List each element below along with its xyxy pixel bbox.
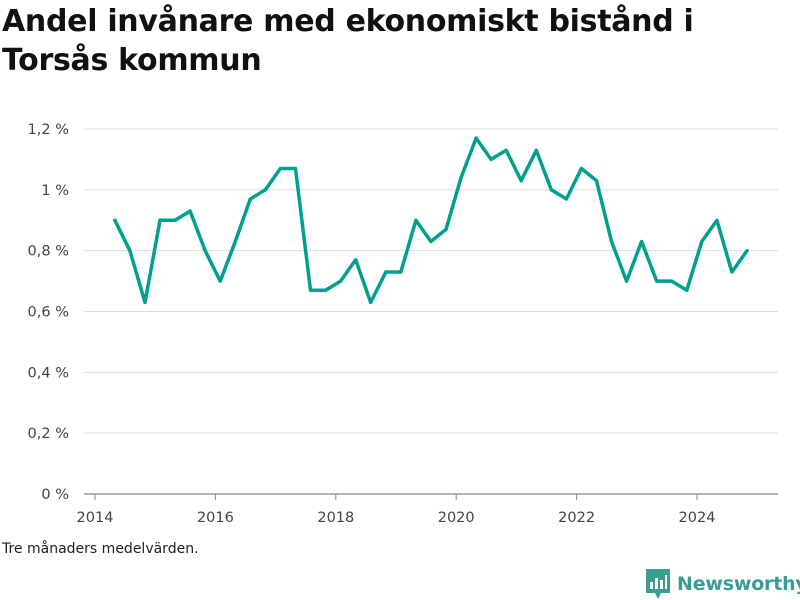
y-tick-label: 1,2 %	[28, 122, 69, 138]
data-point	[700, 239, 704, 244]
y-tick-label: 0 %	[41, 487, 69, 503]
data-point	[308, 288, 313, 292]
chart-title: Andel invånare med ekonomiskt bistånd i …	[2, 4, 694, 78]
data-point	[594, 179, 599, 183]
data-point	[670, 279, 674, 283]
data-point	[384, 270, 388, 274]
data-point	[354, 258, 358, 262]
data-point	[640, 239, 644, 244]
data-point	[624, 279, 629, 283]
data-point	[203, 249, 207, 253]
data-point	[730, 270, 734, 274]
data-point	[143, 300, 147, 304]
data-point	[564, 197, 568, 201]
data-point	[534, 148, 538, 152]
data-point	[489, 157, 493, 162]
data-point	[504, 148, 508, 152]
data-point	[655, 279, 659, 283]
data-point	[685, 288, 689, 292]
y-axis-ticks: 0 % 0,2 % 0,4 % 0,6 % 0,8 % 1 % 1,2 %	[28, 122, 69, 503]
brand-name: Newsworthy	[677, 573, 800, 595]
data-point	[323, 288, 328, 292]
data-point	[173, 218, 177, 222]
data-point	[444, 227, 448, 231]
data-point	[715, 218, 719, 222]
chart-note: Tre månaders medelvärden.	[2, 541, 199, 557]
data-point	[474, 136, 478, 140]
data-point	[369, 300, 373, 304]
newsworthy-icon	[646, 569, 670, 599]
x-tick-label: 2024	[679, 510, 716, 526]
x-tick-label: 2022	[558, 510, 595, 526]
data-point	[263, 188, 267, 192]
data-point	[278, 166, 283, 171]
x-tick-label: 2018	[317, 510, 354, 526]
data-point	[339, 279, 343, 283]
brand-logo[interactable]: Newsworthy	[645, 568, 800, 600]
y-tick-label: 0,8 %	[28, 244, 69, 260]
series-group	[113, 136, 749, 305]
data-point	[248, 197, 252, 201]
data-point	[745, 249, 749, 253]
data-point	[549, 188, 553, 192]
data-point	[218, 279, 222, 283]
data-point	[609, 239, 614, 244]
y-tick-label: 0,2 %	[28, 426, 69, 442]
data-point	[233, 239, 237, 244]
data-point	[459, 176, 463, 180]
y-tick-label: 0,4 %	[28, 365, 69, 381]
y-tick-label: 0,6 %	[28, 305, 69, 321]
data-point	[414, 218, 418, 222]
y-tick-label: 1 %	[41, 183, 69, 199]
data-point	[429, 239, 433, 244]
data-point	[188, 209, 192, 213]
x-tick-label: 2020	[438, 510, 475, 526]
gridlines	[84, 128, 778, 495]
data-point	[519, 179, 523, 183]
data-point	[113, 218, 117, 222]
data-point	[128, 249, 132, 253]
data-point	[293, 166, 298, 171]
data-point	[158, 218, 162, 222]
x-axis: 2014 2016 2018 2020 2022 2024	[77, 494, 716, 526]
series-line	[113, 136, 749, 305]
x-tick-label: 2014	[77, 510, 114, 526]
x-tick-label: 2016	[197, 510, 234, 526]
data-point	[399, 270, 403, 274]
data-point	[579, 166, 584, 171]
